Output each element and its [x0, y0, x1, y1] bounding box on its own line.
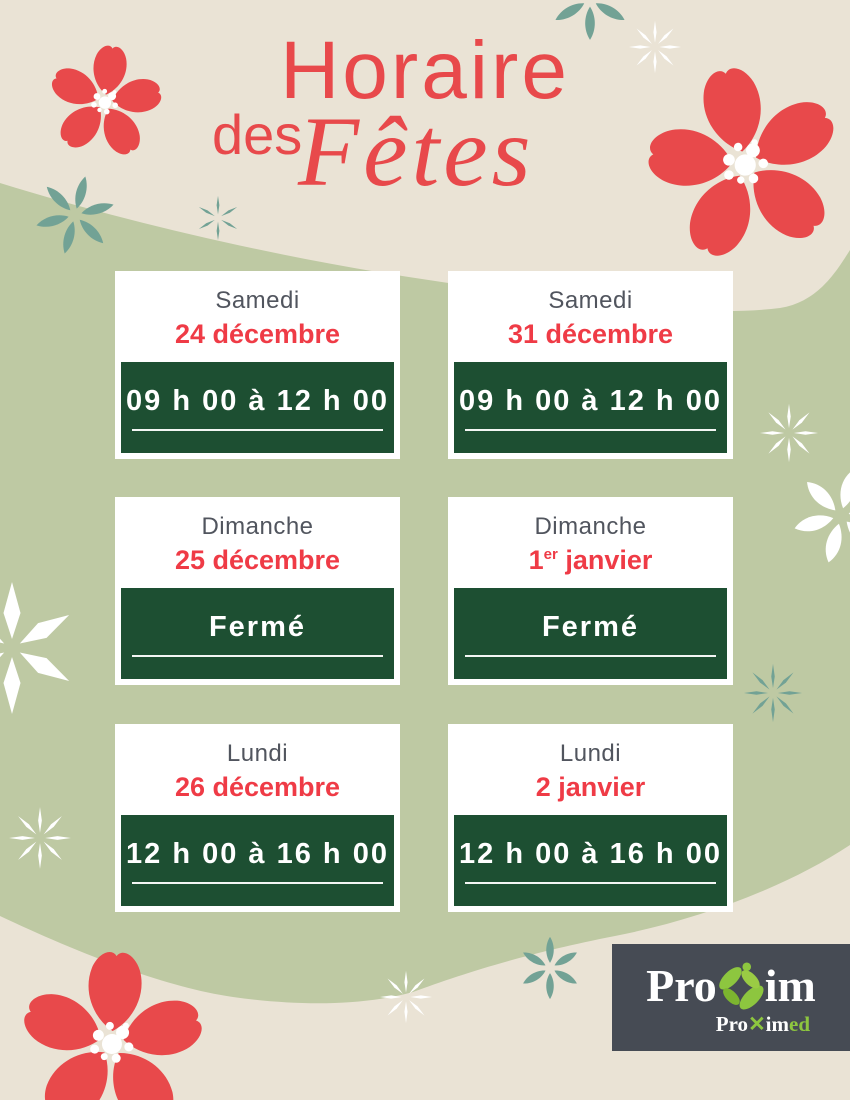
hours-panel: 09 h 00 à 12 h 00	[121, 362, 394, 453]
page-title: Horaire	[280, 25, 570, 116]
x-leaf-icon-small: ✕	[748, 1011, 766, 1036]
card-date-label: 24 décembre	[174, 319, 341, 349]
brand-wordmark: Pro im	[646, 961, 816, 1011]
schedule-card: Lundi 2 janvier 12 h 00 à 16 h 00	[448, 724, 733, 912]
card-day-label: Dimanche	[534, 513, 647, 540]
hours-panel: 12 h 00 à 16 h 00	[454, 815, 727, 906]
hours-underline	[131, 428, 384, 431]
sub-pre: Pro	[715, 1011, 749, 1036]
hours-text: 12 h 00 à 16 h 00	[126, 837, 389, 870]
page-title-script: Fêtes	[298, 96, 535, 207]
hours-panel: Fermé	[121, 588, 394, 679]
schedule-card: Samedi 24 décembre 09 h 00 à 12 h 00	[115, 271, 400, 459]
card-date-label: 25 décembre	[174, 545, 341, 575]
hours-text: 12 h 00 à 16 h 00	[459, 837, 722, 870]
hours-panel: 09 h 00 à 12 h 00	[454, 362, 727, 453]
sparkle-icon	[198, 195, 238, 241]
sub-brand: Pro✕imed	[715, 1011, 810, 1036]
card-day-label: Samedi	[548, 287, 633, 314]
hours-underline	[131, 654, 384, 657]
card-date-label: 31 décembre	[507, 319, 674, 349]
sub-post: ed	[789, 1011, 810, 1036]
brand-post: im	[764, 959, 816, 1011]
proxim-logo: Pro im Pro✕imed	[612, 944, 850, 1051]
card-day-label: Samedi	[215, 287, 300, 314]
hours-text: 09 h 00 à 12 h 00	[459, 384, 722, 417]
card-day-label: Lundi	[559, 740, 622, 767]
hours-underline	[464, 428, 717, 431]
hours-text: Fermé	[208, 610, 307, 643]
brand-pre: Pro	[646, 959, 717, 1011]
hours-underline	[464, 881, 717, 884]
hours-panel: Fermé	[454, 588, 727, 679]
hours-text: 09 h 00 à 12 h 00	[126, 384, 389, 417]
schedule-card: Dimanche 25 décembre Fermé	[115, 497, 400, 685]
card-day-label: Lundi	[226, 740, 289, 767]
card-day-label: Dimanche	[201, 513, 314, 540]
hours-panel: 12 h 00 à 16 h 00	[121, 815, 394, 906]
hours-text: Fermé	[541, 610, 640, 643]
schedule-card: Dimanche 1er janvier Fermé	[448, 497, 733, 685]
page-title-connector: des	[212, 103, 303, 166]
x-leaf-icon	[718, 961, 764, 1011]
card-date-label: 2 janvier	[535, 772, 646, 802]
hours-underline	[131, 881, 384, 884]
card-date-label: 1er janvier	[528, 545, 653, 575]
sub-mid: im	[765, 1011, 789, 1036]
hours-underline	[464, 654, 717, 657]
schedule-card: Samedi 31 décembre 09 h 00 à 12 h 00	[448, 271, 733, 459]
schedule-card: Lundi 26 décembre 12 h 00 à 16 h 00	[115, 724, 400, 912]
card-date-label: 26 décembre	[174, 772, 341, 802]
sparkle-icon	[379, 970, 433, 1024]
